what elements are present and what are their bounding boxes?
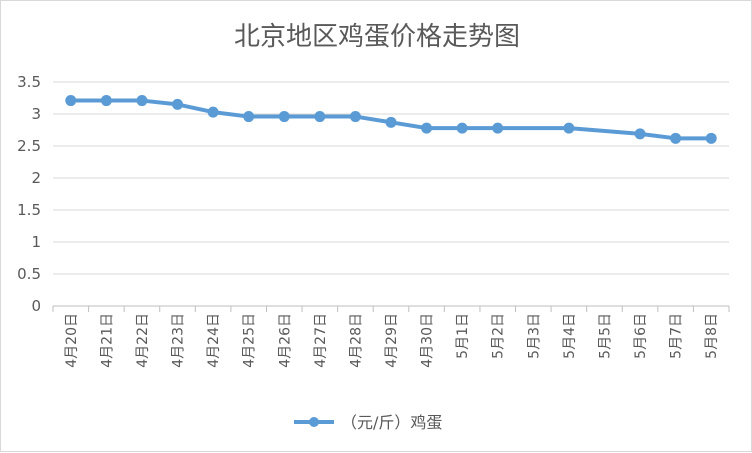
data-point[interactable] (456, 122, 468, 134)
x-tick-label: 4月25日 (242, 313, 258, 368)
x-tick-label: 4月20日 (64, 313, 80, 368)
data-point[interactable] (349, 111, 361, 123)
x-tick-label: 5月1日 (455, 313, 471, 359)
data-point[interactable] (278, 111, 290, 123)
x-tick-label: 5月4日 (562, 313, 578, 359)
data-point[interactable] (136, 95, 148, 107)
data-point[interactable] (634, 128, 646, 140)
data-point[interactable] (563, 122, 575, 134)
x-tick-label: 5月3日 (526, 313, 542, 359)
series-layer (65, 95, 717, 144)
data-point[interactable] (65, 95, 77, 107)
x-tick-label: 5月5日 (597, 313, 613, 359)
legend-point-marker (309, 417, 319, 427)
x-tick-label: 4月30日 (420, 313, 436, 368)
y-tick-label: 3.5 (17, 73, 41, 91)
x-tick-label: 4月29日 (384, 313, 400, 368)
data-point[interactable] (421, 122, 433, 134)
x-tick-label: 4月22日 (135, 313, 151, 368)
y-tick-label: 1 (31, 233, 41, 251)
chart-title: 北京地区鸡蛋价格走势图 (234, 22, 520, 52)
y-tick-label: 3 (31, 105, 41, 123)
x-tick-label: 4月27日 (313, 313, 329, 368)
data-point[interactable] (172, 98, 184, 110)
gridlines (53, 81, 729, 275)
x-tick-label: 4月23日 (171, 313, 187, 368)
data-point[interactable] (385, 116, 397, 128)
x-tick-label: 5月7日 (669, 313, 685, 359)
x-tick-label: 5月2日 (491, 313, 507, 359)
data-point[interactable] (705, 132, 717, 144)
legend-series-label: （元/斤）鸡蛋 (341, 413, 442, 432)
x-tick-label: 4月26日 (277, 313, 293, 368)
data-point[interactable] (670, 132, 682, 144)
x-tick-label: 5月8日 (704, 313, 720, 359)
y-tick-label: 2.5 (17, 137, 41, 155)
x-tick-label: 4月28日 (348, 313, 364, 368)
x-axis-ticks: 4月20日 4月21日 4月22日 4月23日 4月24日 4月25日 4月26日 4月27日… (64, 313, 720, 368)
x-axis (52, 305, 730, 312)
y-axis-ticks: 0 0.5 1 1.5 2 2.5 3 3.5 (17, 73, 41, 315)
x-tick-label: 4月21日 (99, 313, 115, 368)
y-tick-label: 2 (31, 169, 41, 187)
data-point[interactable] (207, 106, 219, 118)
data-point[interactable] (100, 95, 112, 107)
data-point[interactable] (492, 122, 504, 134)
x-tick-label: 5月6日 (633, 313, 649, 359)
x-tick-label: 4月24日 (206, 313, 222, 368)
data-point[interactable] (243, 111, 255, 123)
legend[interactable]: （元/斤）鸡蛋 (294, 413, 442, 432)
y-tick-label: 1.5 (17, 201, 41, 219)
data-point[interactable] (314, 111, 326, 123)
y-tick-label: 0 (31, 297, 41, 315)
y-tick-label: 0.5 (17, 265, 41, 283)
